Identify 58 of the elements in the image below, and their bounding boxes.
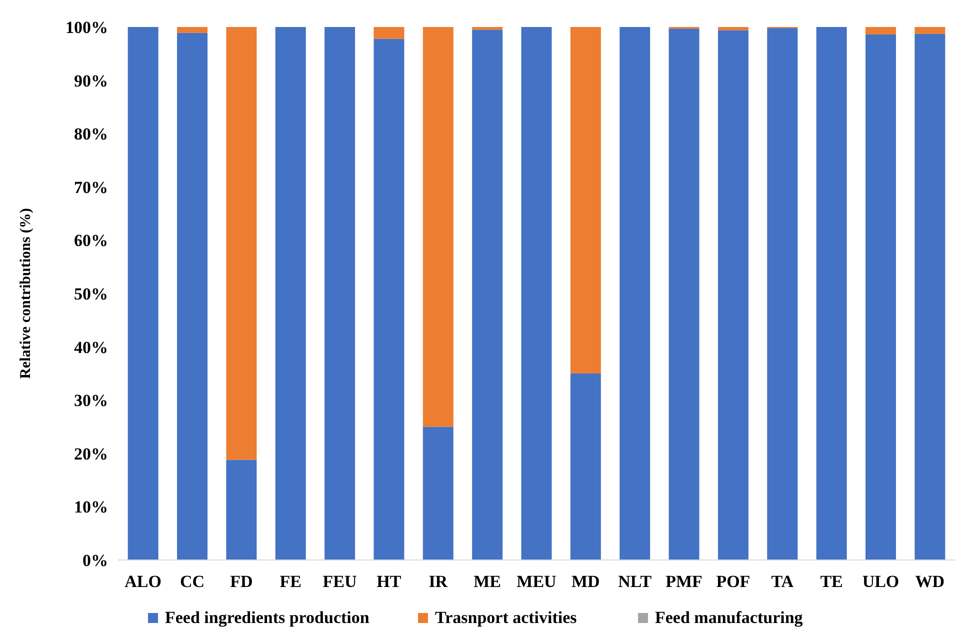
bar [668,28,700,560]
bar [718,27,748,30]
bar [374,38,404,560]
bar [472,27,503,30]
bar [521,27,552,560]
bar [570,27,601,374]
bar [570,373,601,560]
x-tick-label: MD [572,572,600,591]
x-tick-label: ALO [124,572,162,591]
x-tick-label: IR [428,572,448,591]
bar [128,27,158,560]
bar [177,27,208,33]
x-tick-label: ME [474,572,502,591]
x-tick-label: FEU [322,572,357,591]
x-tick-label: TE [820,572,843,591]
legend-label: Feed ingredients production [165,608,370,627]
x-tick-label: WD [915,572,945,591]
bar [177,32,208,560]
y-tick-label: 90% [74,71,108,90]
y-axis-title: Relative contributions (%) [18,208,34,379]
bar [816,27,847,560]
bar [767,28,798,560]
bar [620,27,650,560]
y-tick-label: 20% [74,444,108,464]
x-tick-label: HT [376,572,402,591]
x-tick-label: POF [716,572,750,591]
y-tick-label: 10% [74,498,108,517]
legend-label: Trasnport activities [435,608,578,627]
bar [718,30,748,560]
bar [914,27,946,34]
bar [422,27,454,427]
x-tick-label: PMF [666,572,702,591]
y-tick-label: 80% [74,124,108,144]
bar [422,426,454,560]
y-tick-label: 60% [74,231,108,250]
bar [275,27,306,560]
x-tick-label: TA [771,572,794,591]
y-tick-label: 50% [74,284,108,304]
x-tick-label: ULO [862,572,900,591]
bar [374,27,404,39]
y-tick-label: 70% [74,178,108,197]
y-tick-label: 30% [74,391,108,410]
bar [472,30,503,560]
bar [226,460,257,560]
x-tick-label: NLT [618,572,652,591]
bar [324,27,356,560]
y-tick-label: 100% [66,18,108,37]
legend-label: Feed manufacturing [655,608,804,627]
x-tick-label: CC [180,572,205,591]
bar [226,27,257,460]
bar [865,34,896,560]
y-tick-label: 40% [74,338,108,357]
x-tick-label: FE [280,572,302,591]
bar [865,27,896,34]
bar [914,34,946,560]
x-tick-label: MEU [516,572,556,591]
x-tick-label: FD [230,572,253,591]
y-tick-label: 0% [82,550,108,570]
